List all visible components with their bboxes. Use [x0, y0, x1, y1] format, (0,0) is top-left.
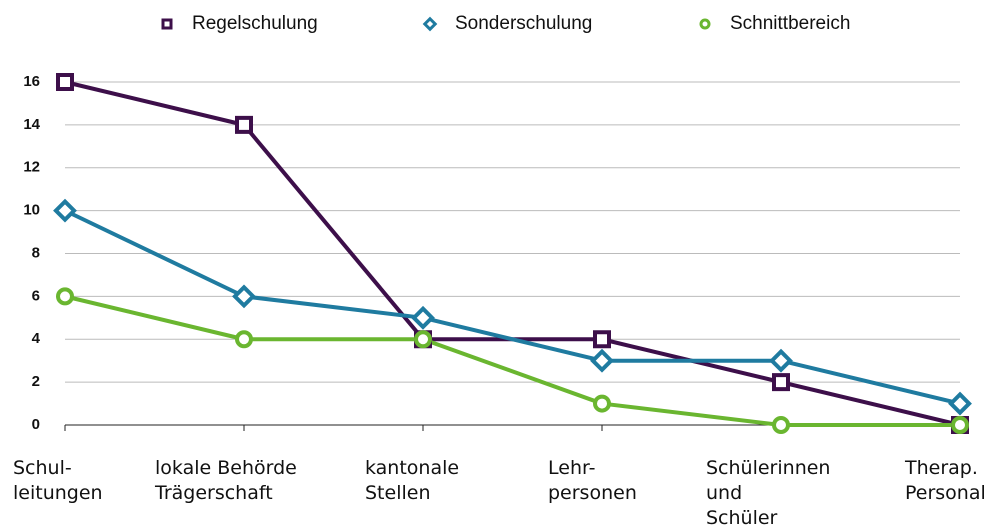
y-tick-label: 16: [23, 73, 40, 90]
legend-marker: [161, 18, 173, 30]
legend-marker: [422, 16, 438, 32]
series-line: [64, 208, 961, 406]
marker: [772, 416, 790, 434]
legend-marker: [699, 18, 711, 30]
marker: [948, 391, 972, 416]
x-tick-label: Lehr- personen: [548, 457, 637, 504]
marker: [772, 373, 790, 392]
y-tick-label: 8: [32, 244, 40, 261]
marker: [593, 394, 611, 413]
marker: [590, 348, 614, 373]
marker: [232, 284, 256, 309]
legend-label: Schnittbereich: [730, 13, 850, 34]
y-tick-label: 10: [23, 202, 40, 219]
marker: [235, 115, 253, 134]
legend-label: Sonderschulung: [455, 13, 592, 34]
x-tick-label: Schul- leitungen: [13, 457, 103, 504]
y-tick-label: 14: [23, 116, 40, 133]
x-tick-label: Therap. Personal: [905, 457, 986, 504]
marker: [593, 330, 611, 349]
y-tick-label: 6: [32, 287, 40, 304]
marker: [951, 416, 969, 434]
marker: [414, 330, 432, 349]
y-tick-label: 12: [23, 159, 40, 176]
marker: [769, 348, 793, 373]
marker: [53, 198, 77, 223]
marker: [56, 73, 74, 91]
y-tick-label: 4: [32, 330, 41, 347]
x-tick-label: Schülerinnen und Schüler: [706, 457, 831, 529]
y-tick-label: 0: [32, 416, 40, 433]
marker: [56, 287, 74, 306]
series-line: [64, 294, 960, 427]
marker: [411, 305, 435, 330]
legend-label: Regelschulung: [192, 13, 318, 34]
x-tick-label: kantonale Stellen: [365, 457, 460, 504]
x-tick-label: lokale Behörde Trägerschaft: [155, 457, 297, 504]
y-tick-label: 2: [32, 373, 40, 390]
marker: [235, 330, 253, 349]
